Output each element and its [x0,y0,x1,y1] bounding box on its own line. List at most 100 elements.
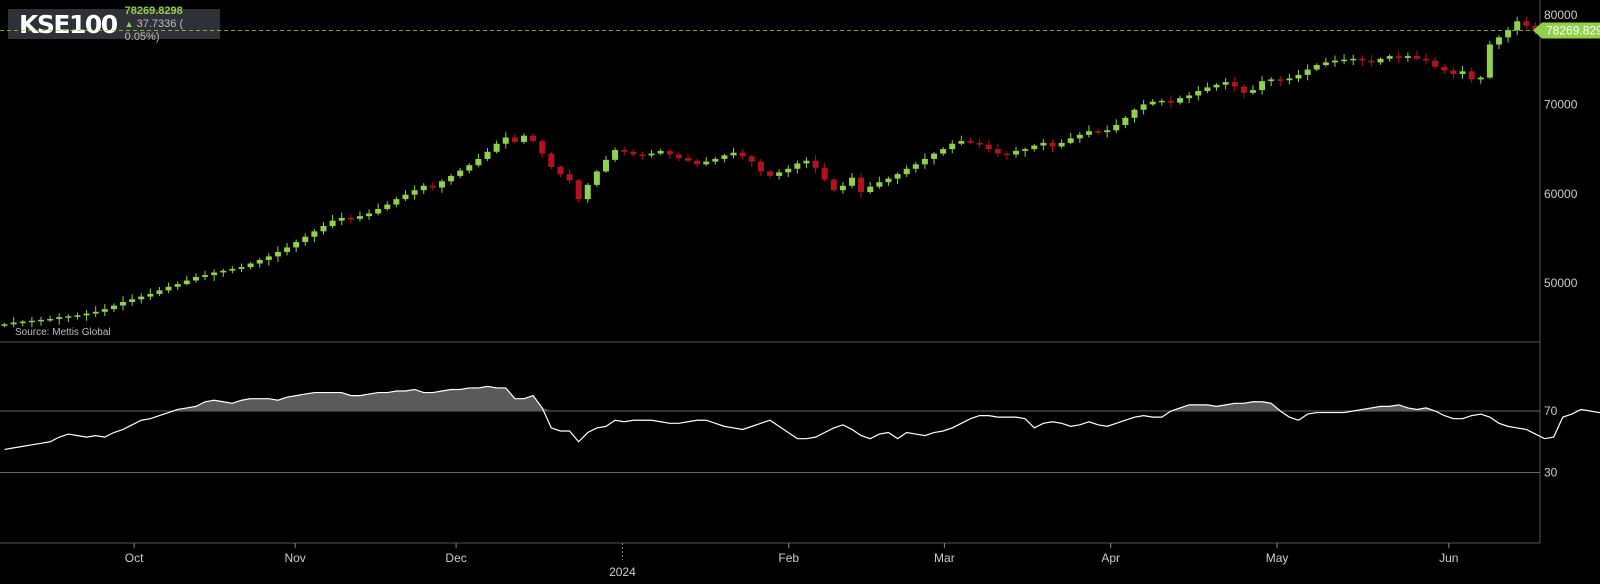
candle-body [821,167,828,180]
candle-body [38,319,45,322]
candle-body [493,143,500,152]
candle-body [694,160,701,165]
candle-body [1395,56,1402,58]
x-tick-label: 2024 [609,565,636,579]
candle-body [238,267,245,269]
candle-body [375,208,382,214]
rsi-tick-label: 30 [1544,466,1558,480]
candle-body [1113,124,1120,131]
candle-body [730,152,737,156]
candle-body [703,161,710,165]
candle-body [347,217,354,220]
x-tick-label: May [1266,551,1289,565]
candle-body [803,160,810,164]
candle-body [475,158,482,166]
candle-body [593,171,600,185]
candle-body [1013,150,1020,155]
candle-body [1249,90,1256,93]
candle-body [1486,44,1493,78]
candle-body [74,315,81,317]
candle-body [10,322,17,325]
candle-body [448,175,455,182]
price-tick-label: 80000 [1544,8,1578,22]
candle-body [630,151,637,155]
candle-body [1085,131,1092,135]
candle-body [1,324,8,326]
candle-body [994,149,1001,154]
candle-body [839,185,846,191]
candle-body [1341,59,1348,62]
price-tick-label: 70000 [1544,97,1578,111]
candle-body [1377,58,1384,63]
candle-body [1468,71,1475,80]
candle-body [211,272,218,276]
candle-body [320,225,327,232]
symbol-name: KSE100 [19,9,118,39]
candle-body [1095,131,1102,133]
candle-body [612,149,619,160]
last-price-tag-label: 78269.829 [1546,23,1600,37]
rsi-tick-label: 70 [1544,404,1558,418]
last-price-tag [1533,22,1600,39]
price-tick-label: 50000 [1544,276,1578,290]
candle-body [1122,117,1129,125]
x-tick-label: Nov [284,551,305,565]
candle-body [457,170,464,176]
candle-body [284,247,291,252]
candle-body [602,159,609,172]
candle-body [985,144,992,150]
candle-body [265,256,272,260]
rsi-line [4,385,1600,451]
candle-body [767,171,773,176]
candle-body [1167,100,1174,103]
candle-body [429,185,436,188]
candle-body [438,181,445,188]
candle-body [1213,84,1220,88]
source-note: Source: Mettis Global [15,327,111,338]
x-tick-label: Feb [778,551,799,565]
symbol-header: KSE100 78269.8298 ▲ 37.7336 ( 0.05%) [8,5,220,43]
candle-body [621,149,628,152]
candle-body [147,293,154,297]
candle-body [1532,25,1539,31]
candle-body [311,231,318,237]
candle-body [247,263,254,268]
x-tick-label: Oct [125,551,144,565]
candle-body [420,185,427,191]
candle-body [1404,56,1411,58]
candle-body [1058,142,1065,147]
x-tick-label: Apr [1101,551,1120,565]
candle-body [1240,86,1247,93]
candle-body [1003,153,1010,156]
candle-body [1359,58,1366,61]
candle-body [1413,56,1420,59]
candle-body [293,242,300,248]
candle-body [1222,82,1229,85]
price-change: ▲ 37.7336 ( 0.05%) [125,18,220,44]
candle-body [967,141,974,143]
candle-body [356,216,363,219]
candle-body [1195,90,1202,96]
arrow-up-icon: ▲ [124,18,134,29]
candle-body [165,286,172,291]
candle-body [539,141,546,154]
candle-body [92,311,99,314]
candle-body [1450,70,1457,75]
candle-body [830,179,837,191]
candle-body [903,168,910,175]
candle-body [302,236,309,243]
candle-body [1495,37,1502,45]
candle-body [1040,142,1047,146]
candle-body [338,217,345,221]
candle-body [1423,58,1430,61]
candle-body [129,299,136,302]
candle-body [858,177,865,193]
candle-body [1386,56,1393,59]
candle-body [256,259,263,264]
candle-body [1067,138,1074,143]
candle-body [1231,82,1238,87]
candle-body [1031,145,1038,150]
candle-body [47,318,54,321]
candle-body [110,305,117,310]
